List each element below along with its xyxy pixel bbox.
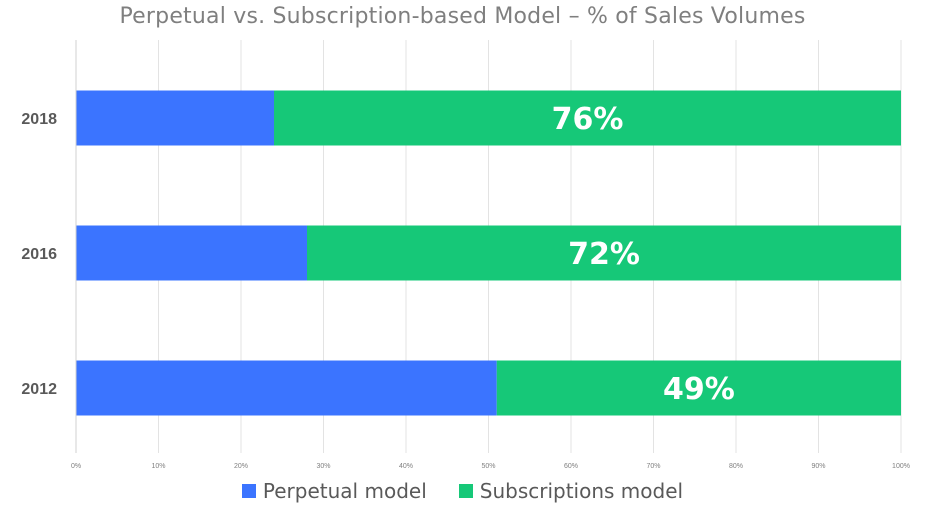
x-tick-label: 50% [481, 463, 495, 470]
legend-item-perpetual: Perpetual model [241, 479, 427, 503]
bar-subscriptions-2018 [274, 90, 901, 146]
legend-swatch-perpetual [241, 484, 256, 498]
x-tick-label: 90% [811, 463, 825, 470]
bar-subscriptions-2016 [307, 225, 901, 281]
legend-label-perpetual: Perpetual model [262, 479, 427, 503]
legend: Perpetual model Subscriptions model [0, 479, 925, 503]
y-tick-label-2018: 2018 [21, 111, 57, 128]
y-tick-label-2012: 2012 [21, 381, 57, 398]
legend-item-subscriptions: Subscriptions model [458, 479, 684, 503]
x-tick-label: 20% [234, 463, 248, 470]
bar-subscriptions-2012 [496, 360, 901, 416]
x-tick-label: 80% [729, 463, 743, 470]
x-tick-label: 10% [151, 463, 165, 470]
bar-perpetual-2016 [76, 225, 307, 281]
data-label-2016: 72% [568, 237, 640, 272]
bar-perpetual-2018 [76, 90, 274, 146]
x-tick-label: 100% [892, 463, 910, 470]
x-tick-label: 60% [564, 463, 578, 470]
legend-swatch-subscriptions [458, 484, 473, 498]
x-tick-label: 70% [646, 463, 660, 470]
bar-perpetual-2012 [76, 360, 497, 416]
data-label-2018: 76% [552, 102, 624, 137]
x-tick-label: 0% [71, 463, 81, 470]
x-tick-label: 30% [316, 463, 330, 470]
x-tick-label: 40% [399, 463, 413, 470]
legend-label-subscriptions: Subscriptions model [479, 479, 684, 503]
y-tick-label-2016: 2016 [21, 246, 57, 263]
chart-title: Perpetual vs. Subscription-based Model –… [119, 4, 806, 29]
data-label-2012: 49% [663, 372, 735, 407]
